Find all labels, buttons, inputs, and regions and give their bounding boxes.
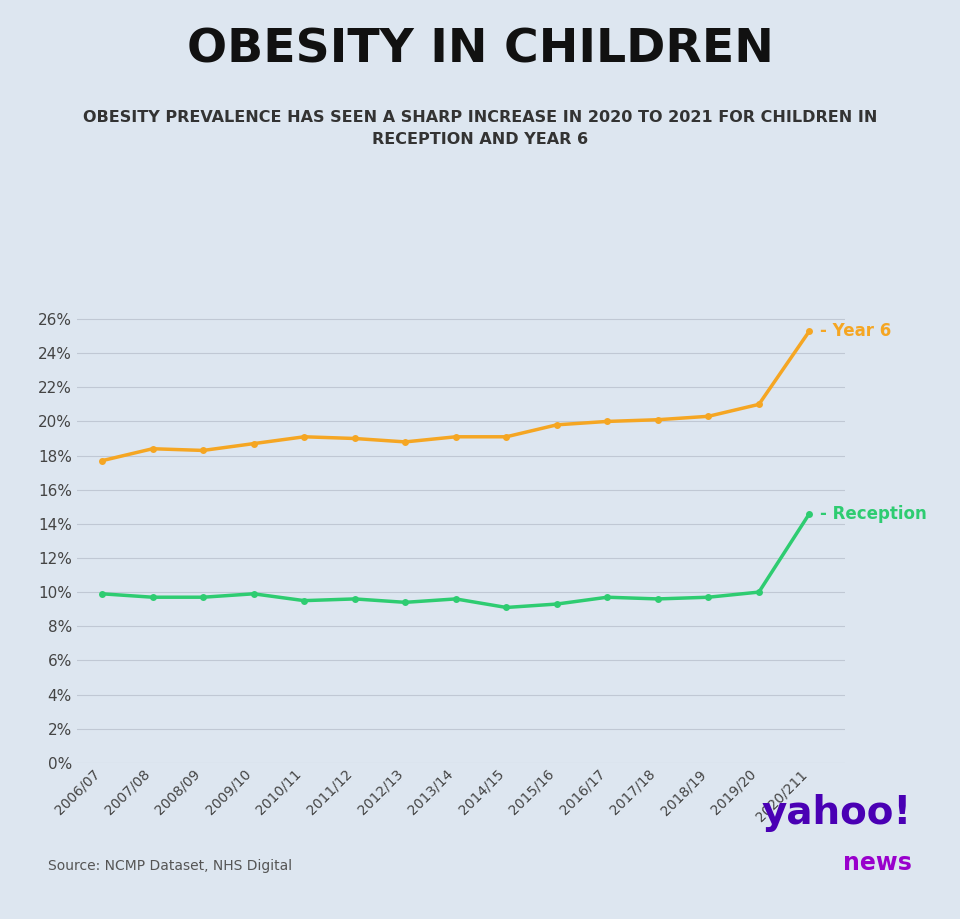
Text: OBESITY IN CHILDREN: OBESITY IN CHILDREN [186, 28, 774, 73]
Text: - Year 6: - Year 6 [820, 322, 891, 340]
Text: OBESITY PREVALENCE HAS SEEN A SHARP INCREASE IN 2020 TO 2021 FOR CHILDREN IN
REC: OBESITY PREVALENCE HAS SEEN A SHARP INCR… [83, 110, 877, 147]
Text: yahoo!: yahoo! [761, 794, 912, 832]
Text: - Reception: - Reception [820, 505, 926, 523]
Text: news: news [843, 851, 912, 875]
Text: Source: NCMP Dataset, NHS Digital: Source: NCMP Dataset, NHS Digital [48, 859, 292, 873]
